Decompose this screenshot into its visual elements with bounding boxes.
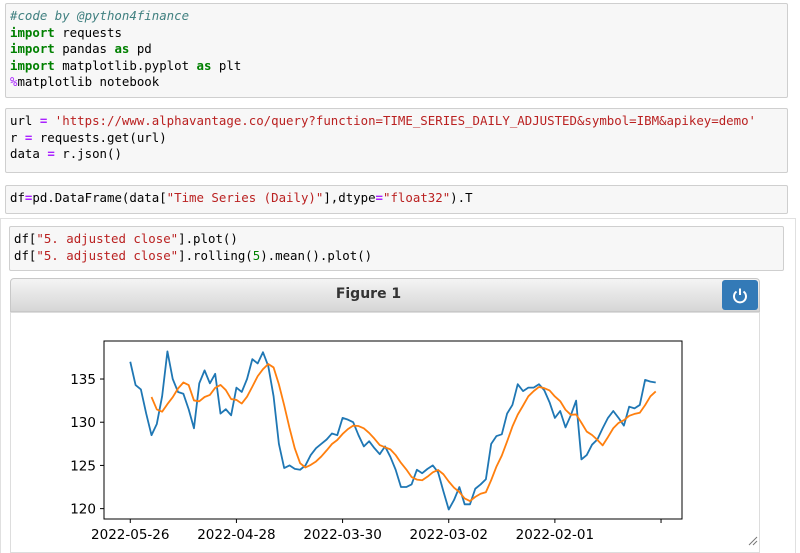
- string: 'https://www.alphavantage.co/query?funct…: [54, 113, 757, 128]
- series-line: [150, 363, 657, 502]
- x-tick-label: 2022-04-28: [197, 527, 275, 543]
- y-tick-label: 120: [70, 502, 96, 518]
- figure-title: Figure 1: [335, 286, 402, 302]
- string: "5. adjusted close": [36, 231, 179, 246]
- magic: %: [10, 74, 18, 90]
- keyword: import: [10, 41, 55, 57]
- keyword: import: [10, 24, 55, 40]
- comment: #code by @python4finance: [10, 8, 190, 23]
- keyword: as: [114, 41, 130, 57]
- code-text: pd.DataFrame(data[: [32, 190, 167, 205]
- x-tick-label: 2022-03-02: [409, 527, 487, 543]
- code-text: ].rolling(: [178, 247, 253, 263]
- y-tick-label: 130: [70, 415, 96, 431]
- power-icon: [733, 288, 747, 304]
- plot-frame: [103, 340, 683, 520]
- code: df=pd.DataFrame(data["Time Series (Daily…: [10, 190, 787, 207]
- code-text: data: [10, 146, 48, 162]
- string: "float32": [383, 190, 451, 205]
- output-area: [0, 218, 796, 553]
- string: "Time Series (Daily)": [166, 190, 324, 205]
- code-text: ],dtype: [323, 190, 376, 205]
- code-text: ).mean().plot(): [260, 247, 373, 263]
- code-text: r: [10, 129, 25, 145]
- x-tick-label: 2022-03-30: [303, 527, 381, 543]
- code-cell[interactable]: df=pd.DataFrame(data["Time Series (Daily…: [5, 185, 788, 214]
- code-text: matplotlib notebook: [17, 74, 160, 90]
- string: "5. adjusted close": [36, 247, 179, 263]
- code-cell[interactable]: #code by @python4finance import requests…: [5, 3, 788, 98]
- figure-canvas: 120 125 130 135 2022-05-26 2022-04-28 2022-03-…: [10, 312, 760, 553]
- code: df["5. adjusted close"].plot() df["5. ad…: [14, 231, 783, 264]
- y-tick-label: 125: [70, 458, 96, 474]
- keyword: as: [196, 57, 212, 73]
- code-text: ).T: [450, 190, 473, 205]
- code: url = 'https://www.alphavantage.co/query…: [10, 113, 787, 163]
- code-text: df[: [14, 231, 37, 246]
- resize-handle[interactable]: [748, 536, 758, 546]
- figure-header: Figure 1: [10, 278, 760, 312]
- code-text: df[: [14, 247, 37, 263]
- close-button[interactable]: [722, 280, 758, 310]
- code-text: matplotlib.pyplot: [54, 57, 197, 73]
- operator: =: [375, 190, 384, 205]
- x-tick-label: 2022-02-01: [516, 527, 594, 543]
- operator: =: [24, 129, 33, 145]
- operator: =: [24, 190, 33, 205]
- code-text: pandas: [54, 41, 115, 57]
- code-cell[interactable]: df["5. adjusted close"].plot() df["5. ad…: [9, 226, 784, 271]
- code-text: r.json(): [54, 146, 122, 162]
- code-text: requests: [54, 24, 122, 40]
- operator: =: [39, 113, 48, 128]
- number: 5: [252, 247, 261, 263]
- series-line: [129, 350, 656, 511]
- code-text: [47, 113, 54, 128]
- y-tick-label: 135: [70, 372, 96, 388]
- code-text: url: [10, 113, 40, 128]
- keyword: import: [10, 57, 55, 73]
- code-cell[interactable]: url = 'https://www.alphavantage.co/query…: [5, 108, 788, 173]
- code: #code by @python4finance import requests…: [10, 8, 787, 91]
- operator: =: [47, 146, 55, 162]
- code-text: pd: [129, 41, 152, 57]
- x-tick-label: 2022-05-26: [91, 527, 169, 543]
- code-text: requests.get(url): [32, 129, 167, 145]
- code-text: df: [10, 190, 25, 205]
- code-text: plt: [211, 57, 242, 73]
- chart: 120 125 130 135 2022-05-26 2022-04-28 2022-03-…: [70, 340, 758, 546]
- code-text: ].plot(): [178, 231, 238, 246]
